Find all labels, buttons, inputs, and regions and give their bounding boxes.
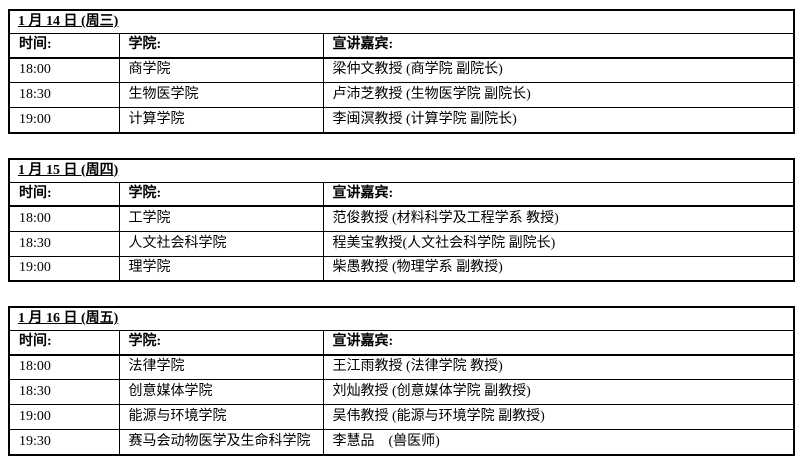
guest-cell: 程美宝教授(人文社会科学院 副院长) (322, 230, 795, 257)
schedule-table-day1: 1 月 14 日 (周三) 时间: 学院: 宣讲嘉宾: 18:00 商学院 梁仲… (8, 9, 795, 134)
table-row: 18:00 商学院 梁仲文教授 (商学院 副院长) (8, 57, 795, 83)
guest-cell: 梁仲文教授 (商学院 副院长) (322, 57, 795, 83)
guest-cell: 李闽溟教授 (计算学院 副院长) (322, 107, 795, 133)
guest-cell: 范俊教授 (材料科学及工程学系 教授) (322, 205, 795, 232)
schedule-table-day2: 1 月 15 日 (周四) 时间: 学院: 宣讲嘉宾: 18:00 工学院 范俊… (8, 157, 795, 282)
time-cell: 19:00 (8, 255, 120, 282)
college-cell: 赛马会动物医学及生命科学院 (118, 429, 324, 455)
college-header-cell: 学院: (118, 330, 324, 356)
date-cell: 1 月 16 日 (周五) (8, 306, 795, 331)
college-cell: 生物医学院 (118, 82, 324, 108)
guest-cell: 柴愚教授 (物理学系 副教授) (322, 255, 795, 282)
table-row: 1 月 16 日 (周五) (8, 306, 795, 331)
college-cell: 理学院 (118, 255, 324, 282)
date-cell: 1 月 14 日 (周三) (8, 9, 795, 34)
date-label: 1 月 16 日 (周五) (18, 311, 119, 326)
guest-cell: 卢沛芝教授 (生物医学院 副院长) (322, 82, 795, 108)
table-row: 19:00 能源与环境学院 吴伟教授 (能源与环境学院 副教授) (8, 404, 795, 430)
guest-header-cell: 宣讲嘉宾: (322, 330, 795, 356)
date-label: 1 月 15 日 (周四) (18, 162, 119, 178)
time-cell: 19:30 (8, 429, 120, 455)
college-header-cell: 学院: (118, 33, 324, 59)
guest-cell: 刘灿教授 (创意媒体学院 副教授) (322, 379, 795, 405)
table-row: 18:00 工学院 范俊教授 (材料科学及工程学系 教授) (8, 205, 795, 232)
guest-header-cell: 宣讲嘉宾: (322, 181, 795, 207)
table-row: 19:30 赛马会动物医学及生命科学院 李慧品 (兽医师) (8, 429, 795, 455)
college-cell: 法律学院 (118, 354, 324, 380)
table-row: 19:00 理学院 柴愚教授 (物理学系 副教授) (8, 255, 795, 282)
guest-cell: 吴伟教授 (能源与环境学院 副教授) (322, 404, 795, 430)
time-cell: 18:30 (8, 379, 120, 405)
table-row: 19:00 计算学院 李闽溟教授 (计算学院 副院长) (8, 107, 795, 133)
college-cell: 商学院 (118, 57, 324, 83)
college-header-cell: 学院: (118, 181, 324, 207)
time-cell: 18:00 (8, 354, 120, 380)
time-cell: 18:00 (8, 205, 120, 232)
table-row: 18:00 法律学院 王江雨教授 (法律学院 教授) (8, 354, 795, 380)
table-row: 1 月 15 日 (周四) (8, 158, 795, 183)
guest-cell: 王江雨教授 (法律学院 教授) (322, 354, 795, 380)
time-header-cell: 时间: (8, 181, 120, 207)
time-cell: 19:00 (8, 107, 120, 133)
time-cell: 19:00 (8, 404, 120, 430)
college-cell: 人文社会科学院 (118, 230, 324, 257)
table-row: 时间: 学院: 宣讲嘉宾: (8, 181, 795, 207)
guest-header-cell: 宣讲嘉宾: (322, 33, 795, 59)
college-cell: 计算学院 (118, 107, 324, 133)
guest-cell: 李慧品 (兽医师) (322, 429, 795, 455)
table-row: 1 月 14 日 (周三) (8, 9, 795, 34)
time-cell: 18:00 (8, 57, 120, 83)
date-cell: 1 月 15 日 (周四) (8, 158, 795, 183)
table-row: 时间: 学院: 宣讲嘉宾: (8, 33, 795, 59)
date-label: 1 月 14 日 (周三) (18, 14, 119, 29)
time-header-cell: 时间: (8, 33, 120, 59)
table-row: 18:30 生物医学院 卢沛芝教授 (生物医学院 副院长) (8, 82, 795, 108)
table-row: 时间: 学院: 宣讲嘉宾: (8, 330, 795, 356)
college-cell: 工学院 (118, 205, 324, 232)
schedule-table-day3: 1 月 16 日 (周五) 时间: 学院: 宣讲嘉宾: 18:00 法律学院 王… (8, 306, 795, 456)
time-cell: 18:30 (8, 230, 120, 257)
college-cell: 创意媒体学院 (118, 379, 324, 405)
college-cell: 能源与环境学院 (118, 404, 324, 430)
time-cell: 18:30 (8, 82, 120, 108)
time-header-cell: 时间: (8, 330, 120, 356)
table-row: 18:30 人文社会科学院 程美宝教授(人文社会科学院 副院长) (8, 230, 795, 257)
table-row: 18:30 创意媒体学院 刘灿教授 (创意媒体学院 副教授) (8, 379, 795, 405)
